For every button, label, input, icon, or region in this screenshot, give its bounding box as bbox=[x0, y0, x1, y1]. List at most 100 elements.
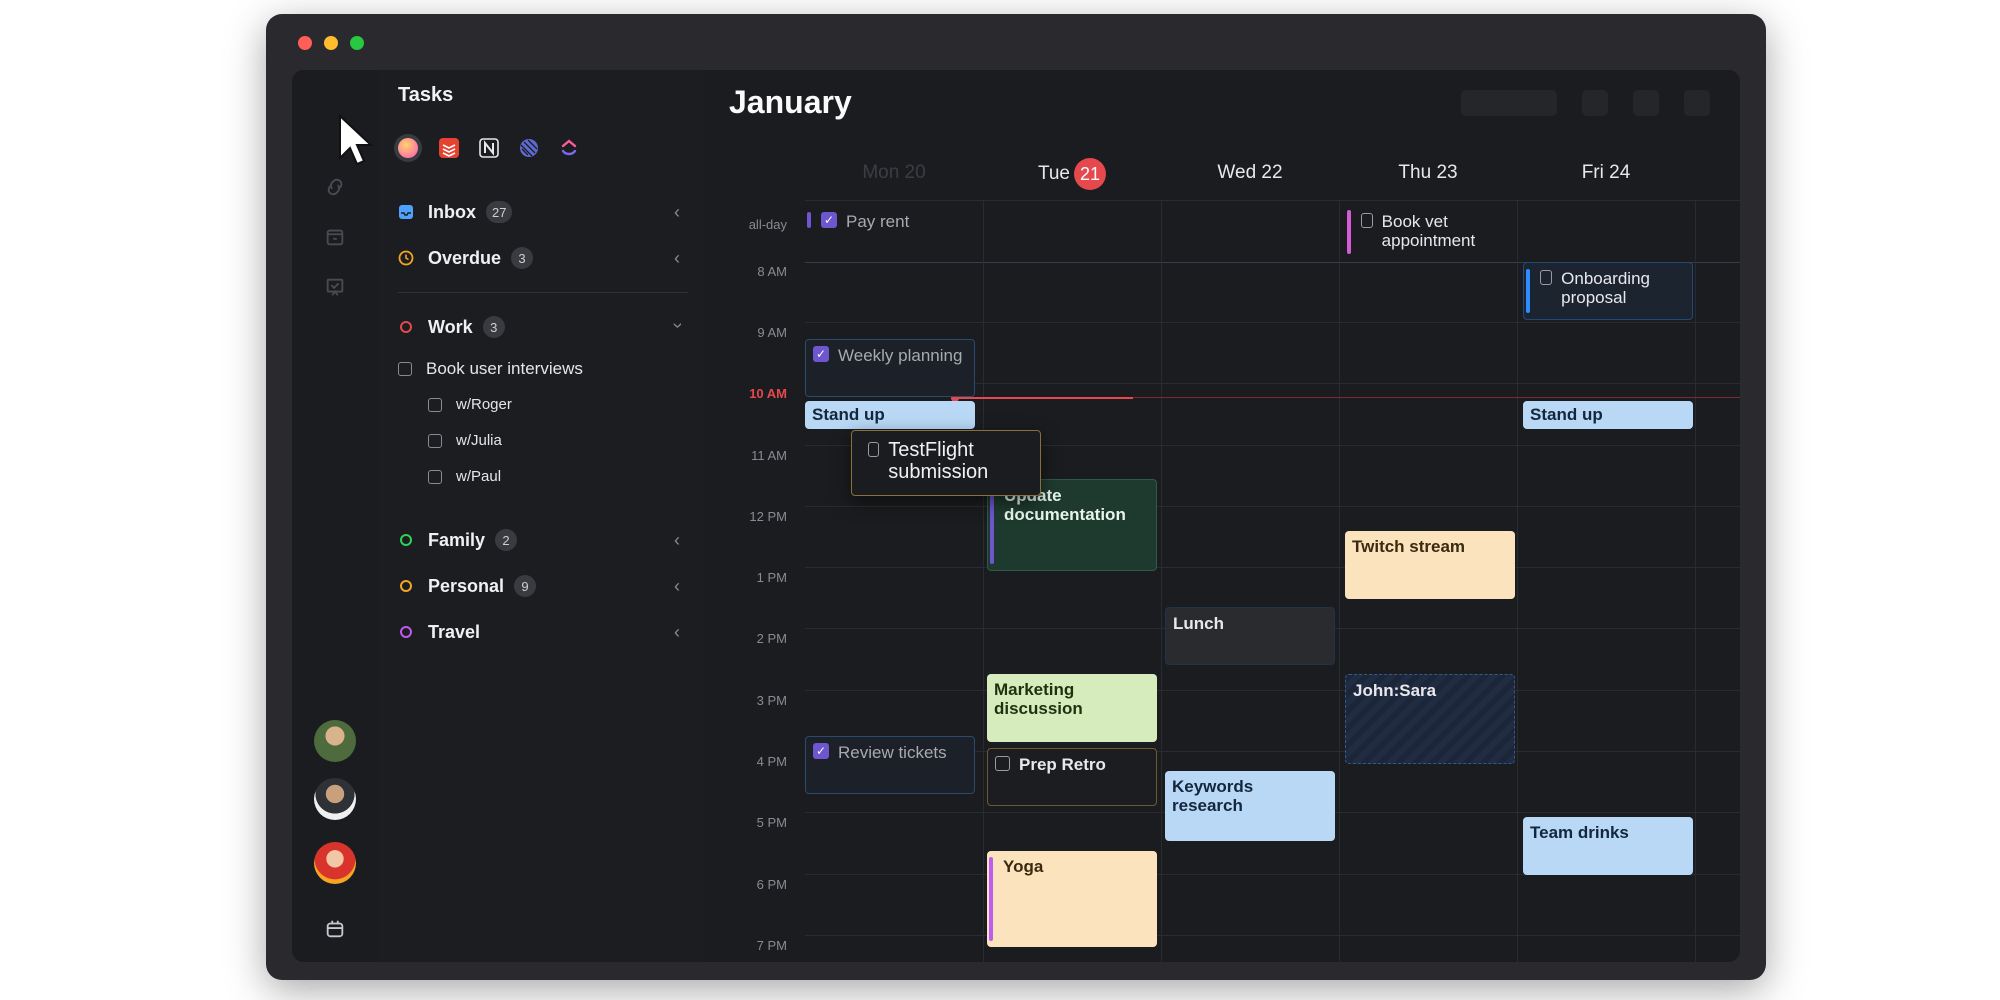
event-update-documentation[interactable]: Update documentation bbox=[987, 479, 1157, 571]
task-checkbox[interactable] bbox=[868, 442, 880, 457]
event-team-drinks[interactable]: Team drinks bbox=[1523, 817, 1693, 875]
group-label: Overdue bbox=[428, 247, 502, 268]
chevron-left-icon[interactable]: ‹ bbox=[674, 530, 680, 550]
day-header-tue[interactable]: Tue 21 bbox=[983, 158, 1161, 190]
event-standup-mon[interactable]: Stand up bbox=[805, 401, 975, 429]
task-checkbox[interactable] bbox=[428, 433, 442, 448]
today-badge: 21 bbox=[1074, 158, 1107, 190]
event-yoga[interactable]: Yoga bbox=[987, 851, 1157, 947]
time-label: 3 PM bbox=[756, 693, 787, 708]
notion-source-button[interactable] bbox=[475, 134, 503, 162]
toolbar-placeholder-button[interactable] bbox=[1582, 90, 1608, 116]
task-label: Book user interviews bbox=[426, 359, 583, 378]
calendar-icon[interactable] bbox=[324, 918, 346, 940]
event-pay-rent[interactable]: ✓ Pay rent bbox=[805, 206, 975, 234]
link-icon[interactable] bbox=[324, 176, 346, 198]
subtask-item[interactable]: w/Paul bbox=[428, 468, 501, 485]
task-item[interactable]: Book user interviews bbox=[398, 359, 583, 379]
checked-checkbox-icon[interactable]: ✓ bbox=[813, 346, 829, 362]
event-keywords-research[interactable]: Keywords research bbox=[1165, 771, 1335, 841]
tasks-panel: Tasks bbox=[378, 70, 706, 962]
group-label: Family bbox=[428, 529, 486, 550]
day-header-thu[interactable]: Thu 23 bbox=[1398, 162, 1458, 183]
minimize-window-button[interactable] bbox=[324, 36, 338, 50]
time-label: 6 PM bbox=[756, 877, 787, 892]
event-weekly-planning[interactable]: ✓ Weekly planning bbox=[805, 339, 975, 397]
circle-icon bbox=[400, 626, 412, 638]
all-sources-button[interactable] bbox=[394, 134, 422, 162]
task-label: w/Roger bbox=[456, 396, 512, 413]
event-twitch-stream[interactable]: Twitch stream bbox=[1345, 531, 1515, 599]
time-label: 5 PM bbox=[756, 815, 787, 830]
clickup-icon bbox=[561, 139, 577, 156]
close-window-button[interactable] bbox=[298, 36, 312, 50]
time-label: 1 PM bbox=[756, 570, 787, 585]
group-overdue[interactable]: Overdue 3 ‹ bbox=[398, 244, 688, 272]
time-label: 7 PM bbox=[756, 938, 787, 953]
month-title: January bbox=[729, 84, 852, 120]
linear-source-button[interactable] bbox=[515, 134, 543, 162]
checklist-icon[interactable] bbox=[324, 276, 346, 298]
count-badge: 2 bbox=[495, 529, 518, 551]
now-indicator-line-faint bbox=[1133, 397, 1740, 398]
avatar-user-3[interactable] bbox=[314, 842, 356, 884]
now-indicator-line bbox=[955, 397, 1133, 399]
count-badge: 9 bbox=[514, 575, 537, 597]
task-checkbox[interactable] bbox=[428, 397, 442, 412]
chevron-left-icon[interactable]: ‹ bbox=[674, 622, 680, 642]
event-john-sara[interactable]: John:Sara bbox=[1345, 674, 1515, 764]
chevron-left-icon[interactable]: ‹ bbox=[674, 202, 680, 222]
divider bbox=[398, 292, 688, 293]
group-inbox[interactable]: Inbox 27 ‹ bbox=[398, 198, 688, 226]
task-checkbox[interactable] bbox=[428, 469, 442, 484]
event-lunch[interactable]: Lunch bbox=[1165, 607, 1335, 665]
calendar-day-icon[interactable] bbox=[324, 226, 346, 248]
group-label: Personal bbox=[428, 575, 505, 596]
subtask-item[interactable]: w/Roger bbox=[428, 396, 512, 413]
time-label: 12 PM bbox=[749, 509, 787, 524]
clickup-source-button[interactable] bbox=[555, 134, 583, 162]
avatar-user-1[interactable] bbox=[314, 720, 356, 762]
task-checkbox[interactable] bbox=[1540, 270, 1553, 285]
task-checkbox[interactable] bbox=[398, 362, 412, 376]
todoist-source-button[interactable] bbox=[435, 134, 463, 162]
zoom-window-button[interactable] bbox=[350, 36, 364, 50]
task-checkbox[interactable] bbox=[995, 756, 1010, 771]
checked-checkbox-icon[interactable]: ✓ bbox=[813, 743, 829, 759]
inbox-icon bbox=[399, 205, 413, 219]
chevron-down-icon[interactable]: ‹ bbox=[666, 322, 687, 329]
group-work[interactable]: Work 3 ‹ bbox=[398, 313, 688, 341]
day-header-fri[interactable]: Fri 24 bbox=[1581, 162, 1631, 183]
chevron-left-icon[interactable]: ‹ bbox=[674, 248, 680, 268]
checked-checkbox-icon[interactable]: ✓ bbox=[821, 212, 837, 228]
group-travel[interactable]: Travel ‹ bbox=[398, 618, 688, 646]
event-book-vet[interactable]: Book vet appointment bbox=[1345, 206, 1511, 258]
event-marketing-discussion[interactable]: Marketing discussion bbox=[987, 674, 1157, 742]
avatar-user-2[interactable] bbox=[314, 778, 356, 820]
subtask-item[interactable]: w/Julia bbox=[428, 432, 502, 449]
toolbar-placeholder-button[interactable] bbox=[1684, 90, 1710, 116]
event-review-tickets[interactable]: ✓ Review tickets bbox=[805, 736, 975, 794]
group-personal[interactable]: Personal 9 ‹ bbox=[398, 572, 688, 600]
icon-rail bbox=[292, 70, 379, 962]
dragging-task-testflight[interactable]: TestFlight submission bbox=[851, 430, 1041, 496]
tasks-title: Tasks bbox=[398, 84, 454, 106]
chevron-left-icon[interactable]: ‹ bbox=[674, 576, 680, 596]
group-family[interactable]: Family 2 ‹ bbox=[398, 526, 688, 554]
linear-icon bbox=[520, 139, 538, 157]
day-header-mon[interactable]: Mon 20 bbox=[862, 162, 926, 183]
allday-label: all-day bbox=[748, 217, 787, 232]
toolbar-placeholder-button[interactable] bbox=[1633, 90, 1659, 116]
count-badge: 27 bbox=[486, 201, 513, 223]
time-label: 2 PM bbox=[756, 631, 787, 646]
toolbar-placeholder-button[interactable] bbox=[1461, 90, 1557, 116]
event-prep-retro[interactable]: Prep Retro bbox=[987, 748, 1157, 806]
task-checkbox[interactable] bbox=[1361, 213, 1373, 228]
day-header-wed[interactable]: Wed 22 bbox=[1217, 162, 1283, 183]
todoist-icon bbox=[439, 138, 459, 158]
time-label: 9 AM bbox=[757, 325, 787, 340]
event-standup-fri[interactable]: Stand up bbox=[1523, 401, 1693, 429]
app-window: Tasks bbox=[266, 14, 1766, 980]
now-time-label: 10 AM bbox=[749, 386, 787, 401]
event-onboarding-proposal[interactable]: Onboarding proposal bbox=[1523, 262, 1693, 320]
